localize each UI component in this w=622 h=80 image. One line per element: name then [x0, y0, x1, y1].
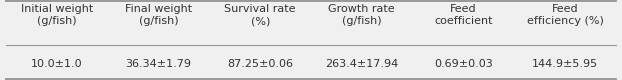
Text: Feed
efficiency (%): Feed efficiency (%): [527, 4, 603, 26]
Text: 36.34±1.79: 36.34±1.79: [126, 58, 192, 68]
Text: Growth rate
(g/fish): Growth rate (g/fish): [328, 4, 395, 26]
Text: Feed
coefficient: Feed coefficient: [434, 4, 493, 26]
Text: Initial weight
(g/fish): Initial weight (g/fish): [21, 4, 93, 26]
Text: Survival rate
(%): Survival rate (%): [225, 4, 296, 26]
Text: 263.4±17.94: 263.4±17.94: [325, 58, 399, 68]
Text: Final weight
(g/fish): Final weight (g/fish): [125, 4, 192, 26]
Text: 144.9±5.95: 144.9±5.95: [532, 58, 598, 68]
Text: 10.0±1.0: 10.0±1.0: [31, 58, 83, 68]
Text: 87.25±0.06: 87.25±0.06: [227, 58, 293, 68]
Text: 0.69±0.03: 0.69±0.03: [434, 58, 493, 68]
